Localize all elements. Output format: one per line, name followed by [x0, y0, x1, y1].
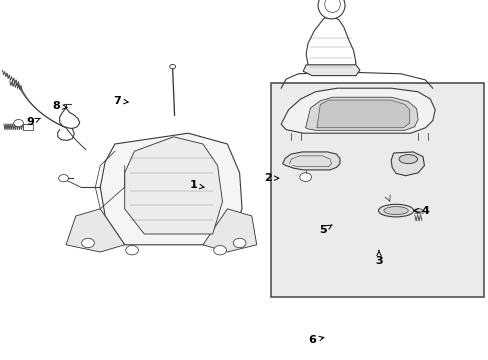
Circle shape — [299, 173, 311, 181]
Text: 1: 1 — [189, 180, 203, 190]
FancyBboxPatch shape — [23, 124, 33, 130]
Ellipse shape — [318, 0, 345, 19]
Ellipse shape — [413, 209, 422, 212]
Circle shape — [233, 238, 245, 248]
Ellipse shape — [383, 207, 407, 215]
Circle shape — [125, 246, 138, 255]
Polygon shape — [390, 152, 424, 176]
Text: 8: 8 — [52, 101, 67, 111]
Polygon shape — [203, 209, 256, 252]
Polygon shape — [282, 152, 339, 170]
Circle shape — [81, 238, 94, 248]
Text: 7: 7 — [113, 96, 128, 106]
Ellipse shape — [398, 154, 417, 163]
Text: 5: 5 — [318, 225, 331, 235]
Text: 2: 2 — [264, 173, 278, 183]
Circle shape — [14, 120, 23, 127]
FancyBboxPatch shape — [271, 83, 483, 297]
Polygon shape — [100, 133, 242, 245]
Polygon shape — [66, 209, 124, 252]
Polygon shape — [303, 65, 359, 76]
Polygon shape — [305, 17, 355, 70]
Polygon shape — [281, 88, 434, 133]
Text: 9: 9 — [27, 117, 40, 127]
Ellipse shape — [378, 204, 413, 217]
Circle shape — [169, 64, 175, 69]
Polygon shape — [305, 97, 417, 130]
Polygon shape — [316, 100, 409, 128]
Text: 4: 4 — [413, 206, 428, 216]
Text: 3: 3 — [374, 251, 382, 266]
Ellipse shape — [324, 0, 340, 12]
Text: 6: 6 — [307, 335, 323, 345]
Circle shape — [213, 246, 226, 255]
Polygon shape — [124, 137, 222, 234]
Circle shape — [59, 175, 68, 182]
